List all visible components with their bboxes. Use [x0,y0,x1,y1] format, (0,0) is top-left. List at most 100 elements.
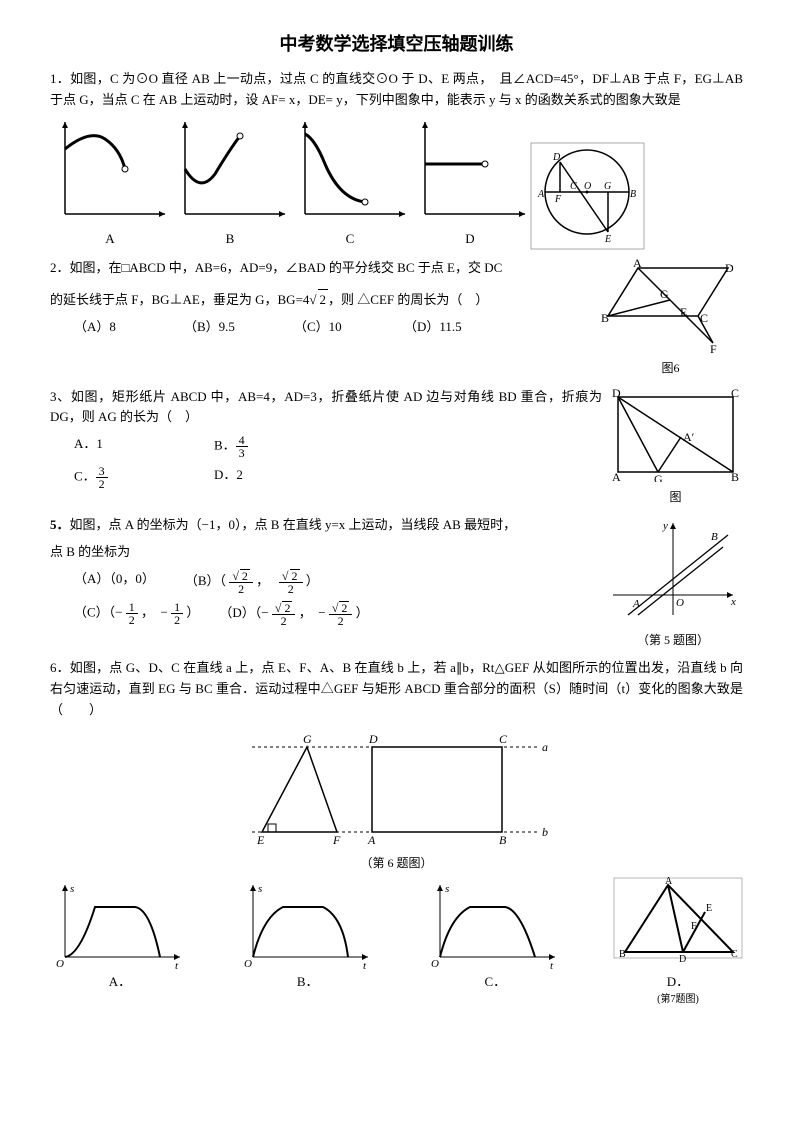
q6-graph-c: s t O C． [425,877,565,993]
q5-c-neg2: − [161,604,168,619]
q3-figure: A B C D G A′ 图 [608,387,743,507]
svg-text:G: G [303,732,312,746]
q1-body: 如图，C 为⊙O 直径 AB 上一动点，过点 C 的直线交⊙O 于 D、E 两点… [50,71,743,107]
svg-text:O: O [244,958,252,970]
q3-d-l: D． [214,467,236,482]
q5-c-n2: 1 [171,601,183,614]
q5-d-neg1: − [261,605,268,620]
q5-d-r: ） [356,605,369,620]
svg-text:D: D [612,387,621,400]
q1-opt-d-label: D [410,229,530,250]
q5-b-r: ） [306,573,319,588]
q3-body: 如图，矩形纸片 ABCD 中，AB=4，AD=3，折叠纸片使 AD 边与对角线 … [50,389,602,425]
q6-option-figures: s t O A． s t O B． [50,877,743,1009]
q3-num: 3、 [50,389,71,404]
svg-text:G: G [604,181,611,192]
svg-text:A: A [367,833,376,847]
q3-b-d: 3 [236,447,248,459]
svg-text:E: E [256,833,265,847]
q6-main-figure: G D C E F A B a b （第 6 题图） [50,727,743,873]
svg-text:C: C [570,181,577,192]
svg-text:O: O [431,958,439,970]
q5-c-d2: 2 [171,614,183,626]
q5-options-row1: （A）（0，0） （B）（ √22 ， √22 ） [74,569,597,595]
q3-fig-caption: 图 [608,488,743,507]
q5-b-n2: √2 [279,569,303,583]
svg-text:A: A [612,470,621,482]
svg-text:F: F [332,833,341,847]
q6-graph-a: s t O A． [50,877,190,993]
q6-graph-b: s t O B． [238,877,378,993]
q2-fig-caption: 图6 [598,359,743,378]
q5-d-n1: √2 [272,601,296,615]
q5-c-n1: 1 [126,601,138,614]
svg-text:E: E [604,234,611,245]
q3-d-v: 2 [236,467,243,482]
q5-b-s2: 2 [290,569,300,582]
svg-text:O: O [676,597,684,609]
page-title: 中考数学选择填空压轴题训练 [50,30,743,59]
q2-t2: 的延长线于点 F，BG⊥AE，垂足为 G，BG=4 [50,292,309,307]
q1-graph-d: D [410,114,530,250]
q3-c-l: C． [74,469,96,484]
q6-opt-c-label: C． [425,972,565,993]
svg-text:O: O [584,181,591,192]
q5-fig-caption: （第 5 题图） [603,631,743,650]
q5-d-d1: 2 [272,615,296,627]
svg-text:E: E [680,305,687,319]
q6-body: 如图，点 G、D、C 在直线 a 上，点 E、F、A、B 在直线 b 上，若 a… [50,660,743,717]
svg-text:C: C [731,387,739,400]
q2-figure: A D C B E F G 图6 [598,258,743,378]
q5-b-n1: √2 [229,569,253,583]
q2-opt-d: （D）11.5 [404,317,484,338]
q1-num: 1． [50,71,70,86]
svg-text:D: D [552,152,561,163]
q5-c-r: ） [186,604,199,619]
q5-c-c: ， [141,604,161,619]
svg-text:B: B [601,311,609,325]
q6-opt-a-label: A． [50,972,190,993]
q3-opt-d: D．2 [214,465,294,490]
q6-fig-caption: （第 6 题图） [50,854,743,873]
q1-opt-c-label: C [290,229,410,250]
q5-figure: A B O x y （第 5 题图） [603,515,743,650]
svg-text:t: t [175,960,179,972]
svg-text:D: D [368,732,378,746]
q5-b-l: （B）（ [185,573,226,588]
problem-3: A B C D G A′ 图 3、如图，矩形纸片 ABCD 中，AB=4，AD=… [50,387,743,507]
q5-opt-c: （C）（− 12 ， − 12 ） [74,601,199,627]
q5-body: 如图，点 A 的坐标为（−1，0），点 B 在直线 y=x 上运动，当线段 AB… [70,517,517,532]
svg-text:A: A [665,877,673,887]
q1-graph-b: B [170,114,290,250]
q1-graph-c: C [290,114,410,250]
svg-text:t: t [363,960,367,972]
svg-text:O: O [56,958,64,970]
q2-opt-a: （A）8 [74,317,154,338]
svg-text:s: s [70,883,74,895]
q1-graph-a: A [50,114,170,250]
svg-text:y: y [662,520,668,532]
q5-num: 5． [50,517,70,532]
q5-b-c: ， [256,573,276,588]
problem-6: 6．如图，点 G、D、C 在直线 a 上，点 E、F、A、B 在直线 b 上，若… [50,658,743,1008]
q2-opt-c: （C）10 [294,317,374,338]
svg-text:G: G [660,287,669,301]
q5-d-s1: 2 [282,601,292,614]
q5-c-l: （C）（ [74,604,115,619]
q2-opt-b: （B）9.5 [184,317,264,338]
svg-text:B: B [630,189,636,200]
q1-circle-figure: A B D E O C F G [530,142,645,250]
q3-c-d: 2 [96,478,108,490]
problem-1-text: 1．如图，C 为⊙O 直径 AB 上一动点，过点 C 的直线交⊙O 于 D、E … [50,69,743,111]
q1-figures: A B C [50,114,743,250]
svg-text:B: B [711,531,718,543]
svg-text:A′: A′ [683,430,695,444]
svg-text:C: C [700,311,708,325]
q2-t1: 如图，在□ABCD 中，AB=6，AD=9，∠BAD 的平分线交 BC 于点 E… [70,260,503,275]
q3-a-v: 1 [96,436,103,451]
q5-d-d2: 2 [329,615,353,627]
q2-t2c: ，则 △CEF 的周长为（ ） [328,292,488,307]
svg-text:a: a [542,740,548,754]
svg-text:D: D [725,261,734,275]
svg-text:G: G [654,472,663,482]
